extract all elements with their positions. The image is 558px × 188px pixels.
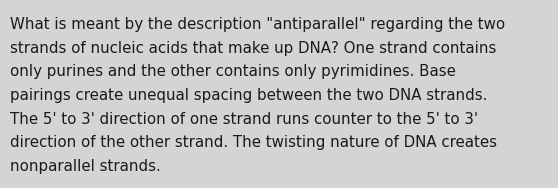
Text: only purines and the other contains only pyrimidines. Base: only purines and the other contains only…	[10, 64, 456, 79]
Text: pairings create unequal spacing between the two DNA strands.: pairings create unequal spacing between …	[10, 88, 488, 103]
Text: strands of nucleic acids that make up DNA? One strand contains: strands of nucleic acids that make up DN…	[10, 41, 497, 56]
Text: The 5' to 3' direction of one strand runs counter to the 5' to 3': The 5' to 3' direction of one strand run…	[10, 112, 478, 127]
Text: nonparallel strands.: nonparallel strands.	[10, 159, 161, 174]
Text: direction of the other strand. The twisting nature of DNA creates: direction of the other strand. The twist…	[10, 135, 497, 150]
Text: What is meant by the description "antiparallel" regarding the two: What is meant by the description "antipa…	[10, 17, 505, 32]
